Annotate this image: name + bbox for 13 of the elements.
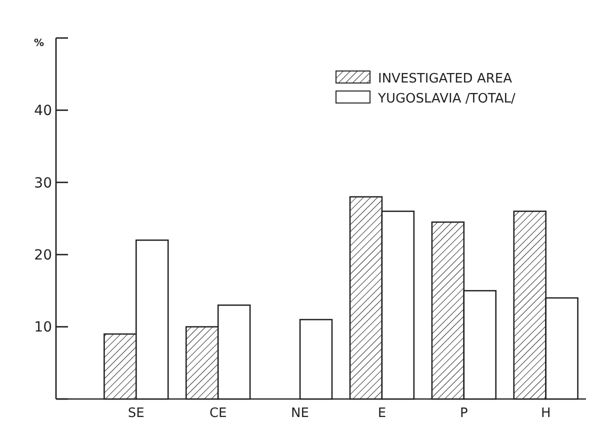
x-tick-label: E	[378, 406, 386, 421]
y-axis-title: %	[34, 38, 44, 49]
y-tick-label: 40	[34, 103, 52, 120]
x-tick-label: P	[460, 406, 468, 421]
x-tick-label: CE	[209, 406, 227, 421]
x-tick-label: SE	[128, 406, 144, 421]
x-tick-label: NE	[291, 406, 310, 421]
legend-label: INVESTIGATED AREA	[378, 72, 512, 87]
y-tick-label: 10	[34, 320, 52, 336]
y-tick-label: 20	[34, 248, 52, 264]
y-tick-label: 30	[34, 175, 52, 192]
legend-label: YUGOSLAVIA /TOTAL/	[377, 92, 516, 107]
x-tick-label: H	[540, 406, 551, 421]
